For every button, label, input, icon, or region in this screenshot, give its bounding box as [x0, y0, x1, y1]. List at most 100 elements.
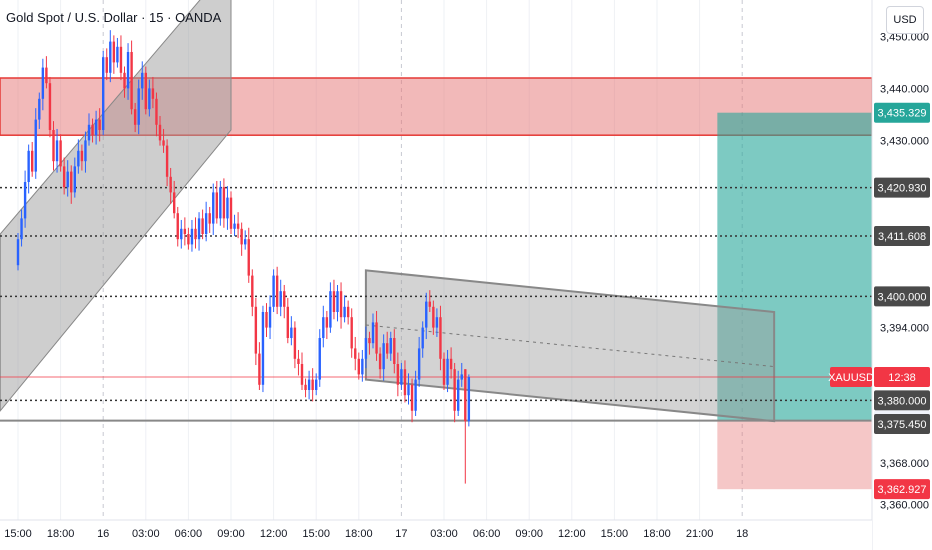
time-tick-label: 15:00 [4, 528, 32, 540]
candle-body [332, 291, 336, 312]
candle-body [112, 41, 116, 63]
candle-body [41, 67, 45, 99]
symbol-badge-label: XAUUSD [828, 372, 874, 384]
candle-body [155, 98, 158, 125]
candle-body [460, 374, 463, 380]
time-tick-label: 09:00 [515, 528, 543, 540]
candle-body [137, 88, 140, 125]
candle-body [297, 358, 300, 364]
time-axis[interactable]: 15:00 18:00 16 03:00 06:00 09:00 12:00 15:00 18:… [0, 519, 872, 550]
candle-body [375, 322, 378, 354]
dotted-levels-group [0, 186, 872, 422]
time-tick-label: 12:00 [558, 528, 586, 540]
candle-body [343, 306, 346, 318]
candle-body [442, 358, 446, 385]
candle-body [55, 140, 59, 162]
time-tick-label: 06:00 [473, 528, 501, 540]
candle-body [34, 119, 37, 172]
time-tick-label: 03:00 [430, 528, 458, 540]
candle-body [315, 379, 318, 390]
candle-body [439, 317, 442, 359]
time-tick-label: 17 [395, 528, 407, 540]
price-badge [874, 414, 930, 435]
candle-body [293, 327, 297, 359]
candle-body [187, 234, 190, 245]
candle-body [80, 150, 84, 162]
time-tick-label: 09:00 [217, 528, 245, 540]
candle-body [435, 317, 439, 328]
candle-body [364, 338, 368, 359]
candle-body [329, 291, 332, 328]
symbol-title[interactable]: Gold Spot / U.S. Dollar · 15 · OANDA [6, 10, 222, 25]
price-axis-bg [872, 0, 932, 550]
candle-body [386, 343, 389, 354]
candle-body [261, 312, 265, 385]
price-badge [874, 177, 930, 198]
candle-body [130, 52, 133, 110]
candle-body [428, 301, 431, 307]
candle-body [449, 358, 453, 370]
candle-body [208, 213, 211, 224]
candle-body [425, 301, 428, 328]
candle-body [290, 327, 293, 338]
candle-body [410, 384, 414, 411]
price-badge-label: 3,400.000 [878, 291, 927, 303]
candle-body [212, 192, 215, 224]
candle-body [236, 223, 240, 229]
candle-body [158, 124, 162, 141]
candle-body [105, 57, 108, 73]
candle-body [180, 228, 183, 240]
candle-body [91, 124, 94, 136]
price-axis[interactable]: 3,450.000 3,440.000 3,430.000 3,394.000 3,36… [871, 0, 932, 550]
candle-body [141, 72, 144, 89]
candle-body [244, 239, 247, 245]
candle-body [197, 218, 201, 240]
candle-body [446, 358, 449, 385]
candle-body [354, 348, 357, 359]
candle-body [190, 228, 194, 245]
candle-body [403, 369, 407, 396]
candle-body [350, 317, 353, 349]
candle-body [98, 119, 101, 130]
candle-body [94, 119, 98, 136]
time-tick-label: 18 [736, 528, 748, 540]
candle-body [325, 317, 329, 328]
candle-body [66, 171, 69, 188]
candle-body [464, 369, 467, 422]
candle-body [400, 369, 403, 385]
price-tick-label: 3,360.000 [880, 499, 929, 511]
price-tick-label: 3,450.000 [880, 31, 929, 43]
candle-body [194, 228, 197, 240]
candle-body [183, 228, 187, 234]
candle-body [268, 306, 272, 328]
price-badge [874, 390, 930, 411]
candle-body [240, 228, 243, 245]
candle-body [371, 322, 375, 344]
candle-body [336, 291, 339, 312]
candle-body [258, 353, 261, 385]
time-tick-label: 18:00 [345, 528, 373, 540]
time-tick-label: 18:00 [47, 528, 75, 540]
price-tick-label: 3,430.000 [880, 135, 929, 147]
candle-body [48, 83, 52, 130]
candle-body [148, 88, 151, 110]
price-badge [874, 102, 930, 123]
time-tick-label: 15:00 [601, 528, 629, 540]
channel-midline [365, 324, 775, 368]
candle-body [133, 109, 137, 125]
candle-body [126, 52, 130, 89]
candle-body [382, 343, 385, 370]
candle-body [300, 364, 304, 385]
countdown-label: 12:38 [888, 372, 916, 384]
candle-body [201, 218, 204, 234]
price-tick-label: 3,368.000 [880, 458, 929, 470]
price-badge [874, 479, 930, 500]
candle-body [20, 218, 23, 240]
candle-body [389, 338, 392, 354]
candle-body [169, 176, 172, 193]
candle-body [229, 197, 233, 229]
countdown-badge [874, 367, 930, 387]
currency-button[interactable]: USD [886, 6, 924, 34]
time-tick-label: 21:00 [686, 528, 714, 540]
